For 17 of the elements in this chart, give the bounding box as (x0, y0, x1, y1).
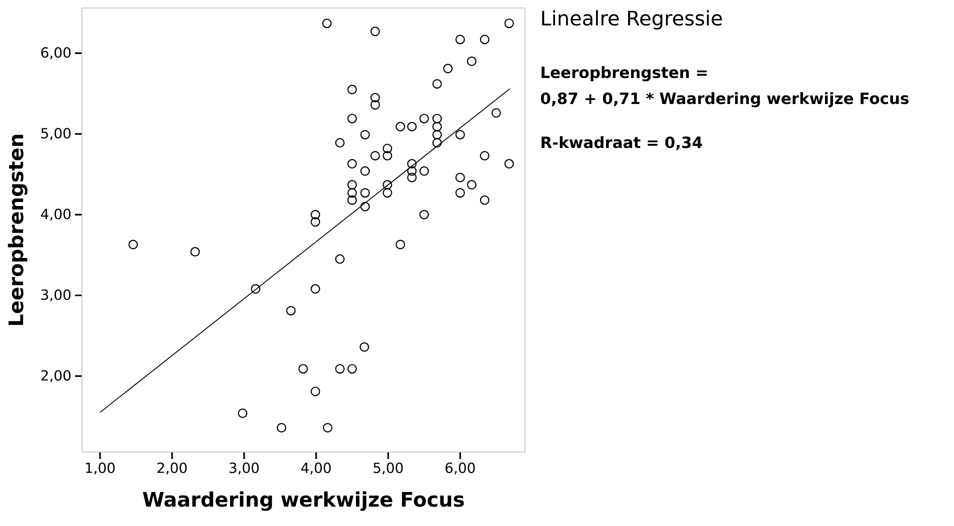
text: Leeropbrengsten = (542, 66, 707, 82)
x-tick-label: 2,00 (157, 462, 187, 475)
x-tick-label: 1,00 (86, 462, 115, 475)
y-tick-label: 5,00 (41, 128, 71, 140)
x-axis-title: Waardering werkwijze Focus (142, 491, 464, 511)
text: Linealre Regressie (542, 10, 722, 30)
y-tick-label: 3,00 (41, 289, 71, 302)
x-tick-label: 3,00 (230, 462, 259, 475)
y-tick-label: 2,00 (41, 370, 71, 382)
y-tick-label: 6,00 (41, 47, 71, 60)
text: R-kwadraat = 0,34 (542, 136, 702, 150)
x-tick-label: 4,00 (301, 462, 331, 475)
text: 0,87 + 0,71 * Waardering werkwijze Focus (540, 92, 909, 108)
x-tick-label: 6,00 (446, 462, 475, 475)
y-tick-label: 4,00 (40, 208, 71, 221)
x-tick-label: 5,00 (374, 462, 403, 475)
y-axis-title: Leeropbrengsten (8, 134, 28, 325)
